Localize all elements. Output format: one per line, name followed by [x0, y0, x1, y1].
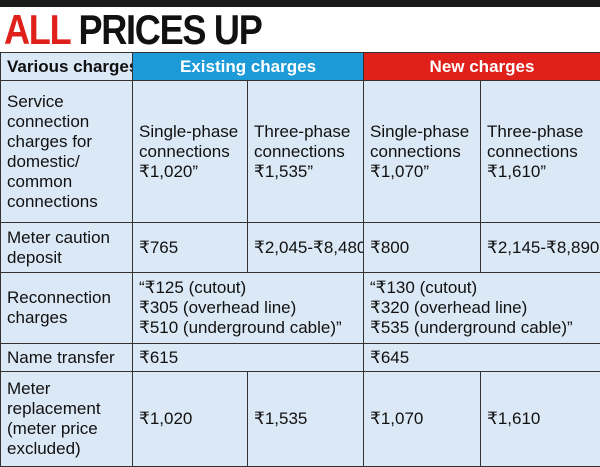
row-label: Reconnection charges	[0, 272, 133, 344]
cell-line: connections	[254, 141, 345, 161]
column-header: Various charges	[0, 52, 138, 81]
row-label-line: (meter price	[7, 419, 98, 438]
cell-line: ₹1,070”	[370, 161, 430, 181]
cell-line: ₹1,020”	[139, 161, 199, 181]
cell-line: ₹535 (underground cable)”	[370, 318, 573, 337]
table-cell: Three-phase connections ₹1,535”	[247, 80, 364, 223]
cell-line: ₹305 (overhead line)	[139, 298, 297, 317]
table-cell: ₹765	[132, 222, 248, 273]
column-header-text: New charges	[429, 56, 535, 76]
table-cell: Three-phase connections ₹1,610”	[480, 80, 600, 223]
top-bar	[0, 0, 600, 7]
column-header: Existing charges	[132, 52, 364, 81]
cell-line: “₹130 (cutout)	[370, 278, 478, 297]
cell-line: ₹1,070	[370, 409, 424, 428]
table-cell: Single-phase connections ₹1,070”	[363, 80, 481, 223]
row-label: Service connection charges for domestic/com…	[0, 80, 133, 223]
cell-line: ₹800	[370, 237, 410, 257]
cell-line: ₹1,610”	[487, 161, 547, 181]
row-label-line: connections	[7, 191, 98, 211]
cell-line: ₹2,045-₹8,480	[254, 237, 367, 257]
cell-line: ₹1,535”	[254, 161, 314, 181]
row-label-line: Reconnection	[7, 288, 111, 307]
cell-line: ₹1,610	[487, 409, 541, 428]
row-label-line: Name transfer	[7, 347, 115, 367]
table-cell: ₹1,020	[132, 371, 248, 467]
table-cell: ₹645	[363, 343, 600, 372]
column-header-text: Various charges	[7, 56, 139, 76]
row-label-line: charges for	[7, 131, 93, 151]
cell-line: Single-phase	[370, 121, 470, 141]
row-label-line: connection	[7, 111, 90, 131]
cell-line: “₹125 (cutout)	[139, 278, 247, 297]
cell-line: ₹1,535	[254, 409, 308, 428]
table-cell: “₹125 (cutout) ₹305 (overhead line) ₹510 (…	[132, 272, 364, 344]
row-label-line: domestic/	[7, 151, 80, 171]
row-label: Meter caution deposit	[0, 222, 133, 273]
row-label-line: excluded)	[7, 439, 81, 458]
row-label-line: Meter	[7, 379, 51, 398]
row-label: Name transfer	[0, 343, 133, 372]
cell-line: ₹320 (overhead line)	[370, 298, 528, 317]
table-cell: ₹2,145-₹8,890	[480, 222, 600, 273]
row-label-line: deposit	[7, 247, 62, 267]
table-cell: “₹130 (cutout) ₹320 (overhead line) ₹535 (…	[363, 272, 600, 344]
row-label-line: common	[7, 171, 73, 191]
cell-line: ₹510 (underground cable)”	[139, 318, 342, 337]
table-cell: ₹615	[132, 343, 364, 372]
table-cell: ₹2,045-₹8,480	[247, 222, 367, 273]
cell-line: Single-phase	[139, 121, 239, 141]
row-label: Meter replacement (meter price excluded)	[0, 371, 133, 467]
table-cell: ₹1,610	[480, 371, 600, 467]
title-black: PRICES UP	[78, 6, 262, 53]
cell-line: ₹765	[139, 237, 179, 257]
title-red: ALL	[4, 6, 71, 53]
title: ALL PRICES UP	[4, 6, 263, 53]
cell-line: ₹645	[370, 347, 410, 367]
table-cell: ₹800	[363, 222, 481, 273]
cell-line: connections	[487, 141, 578, 161]
row-label-line: replacement	[7, 399, 101, 418]
column-header: New charges	[363, 52, 600, 81]
cell-line: ₹615	[139, 347, 179, 367]
cell-line: Three-phase	[487, 121, 584, 141]
cell-line: ₹1,020	[139, 409, 193, 428]
cell-line: connections	[139, 141, 230, 161]
cell-line: Three-phase	[254, 121, 351, 141]
table-cell: Single-phase connections ₹1,020”	[132, 80, 248, 223]
cell-line: ₹2,145-₹8,890	[487, 237, 600, 257]
table-cell: ₹1,070	[363, 371, 481, 467]
cell-line: connections	[370, 141, 461, 161]
table-cell: ₹1,535	[247, 371, 364, 467]
column-header-text: Existing charges	[179, 56, 317, 76]
row-label-line: charges	[7, 308, 68, 327]
row-label-line: Meter caution	[7, 227, 110, 247]
row-label-line: Service	[7, 91, 64, 111]
